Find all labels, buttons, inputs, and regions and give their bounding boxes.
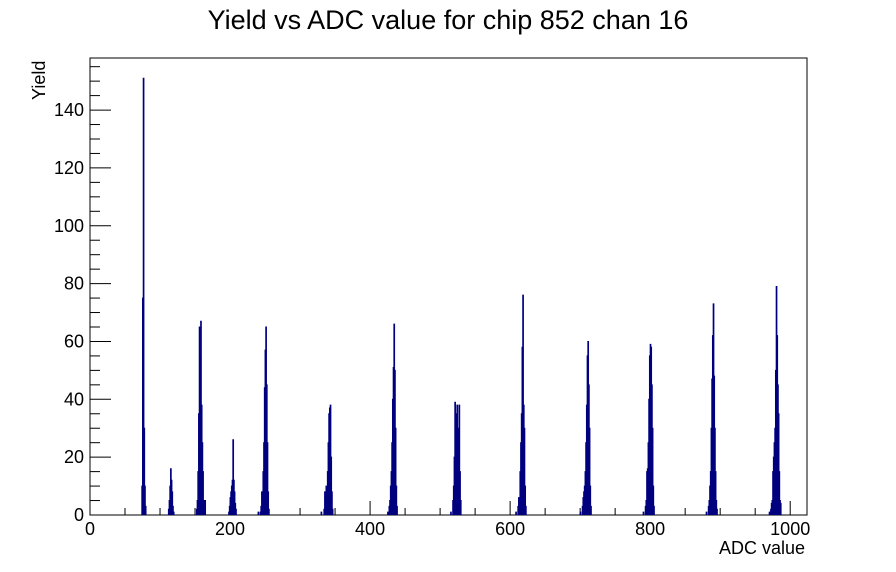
histogram-bin xyxy=(588,427,591,515)
histogram-bin xyxy=(768,511,771,515)
histogram-bin xyxy=(589,485,592,515)
y-tick-label: 0 xyxy=(74,505,84,525)
y-tick-label: 140 xyxy=(54,100,84,120)
histogram-bin xyxy=(515,511,517,515)
x-tick-label: 0 xyxy=(85,519,95,539)
x-axis-label: ADC value xyxy=(719,538,805,558)
histogram-bin xyxy=(395,485,398,515)
x-tick-label: 800 xyxy=(635,519,665,539)
y-tick-label: 60 xyxy=(64,331,84,351)
x-tick-label: 400 xyxy=(355,519,385,539)
histogram-bin xyxy=(387,511,389,515)
histogram-bin xyxy=(172,505,174,515)
histogram-bin xyxy=(715,500,718,515)
histogram-bin xyxy=(705,511,708,515)
histogram-bin xyxy=(777,413,780,515)
histogram-bin xyxy=(590,505,592,515)
histogram-bin xyxy=(525,505,527,515)
histogram-bin xyxy=(714,471,717,515)
histogram-bin xyxy=(653,505,655,515)
x-tick-label: 600 xyxy=(495,519,525,539)
histogram-bin xyxy=(171,491,174,515)
y-axis: 0 20 40 60 80 100 120 140 xyxy=(54,66,111,525)
histogram-bin xyxy=(524,485,527,515)
x-tick-label: 200 xyxy=(215,519,245,539)
histogram-bin xyxy=(144,505,147,515)
histogram-bin xyxy=(651,427,654,515)
histogram-bin xyxy=(450,511,452,515)
y-tick-label: 80 xyxy=(64,274,84,294)
histogram-bin xyxy=(142,77,145,515)
histogram-bin xyxy=(202,500,205,515)
histogram-bin xyxy=(331,491,333,515)
histogram-bin xyxy=(396,505,398,515)
histogram-bin xyxy=(330,456,333,515)
y-tick-label: 20 xyxy=(64,447,84,467)
x-tick-label: 1000 xyxy=(770,519,810,539)
histogram-bin xyxy=(257,511,260,515)
histogram-bin xyxy=(144,485,146,515)
histogram-bin xyxy=(232,439,235,515)
histogram-bin xyxy=(579,511,582,515)
y-tick-label: 100 xyxy=(54,216,84,236)
histogram-bin xyxy=(266,442,269,515)
histogram-bin xyxy=(267,491,270,515)
histogram-bin xyxy=(320,511,323,515)
histogram-bin xyxy=(331,508,334,515)
histogram-bin xyxy=(778,471,781,515)
x-axis: 0 200 400 600 800 1000 xyxy=(85,501,810,539)
y-axis-label: Yield xyxy=(29,61,49,100)
histogram-bin xyxy=(172,511,175,515)
histogram-bin xyxy=(642,511,645,515)
histogram-bin xyxy=(268,508,270,515)
histogram-bin xyxy=(523,427,526,515)
chart-title: Yield vs ADC value for chip 852 chan 16 xyxy=(208,5,689,35)
histogram-bin xyxy=(202,471,204,515)
histogram-bin xyxy=(779,502,782,515)
histogram-bins xyxy=(141,77,782,515)
histogram-bin xyxy=(394,427,397,515)
y-tick-label: 40 xyxy=(64,389,84,409)
plot-frame xyxy=(89,57,808,516)
histogram-bin xyxy=(235,508,237,515)
histogram-bin xyxy=(143,427,146,515)
histogram-bin xyxy=(204,500,207,515)
histogram-bin xyxy=(459,471,461,515)
histogram-bin xyxy=(459,500,462,515)
histogram-bin xyxy=(716,508,718,515)
y-tick-label: 120 xyxy=(54,158,84,178)
histogram-bin xyxy=(652,485,655,515)
histogram-bin xyxy=(458,404,461,515)
